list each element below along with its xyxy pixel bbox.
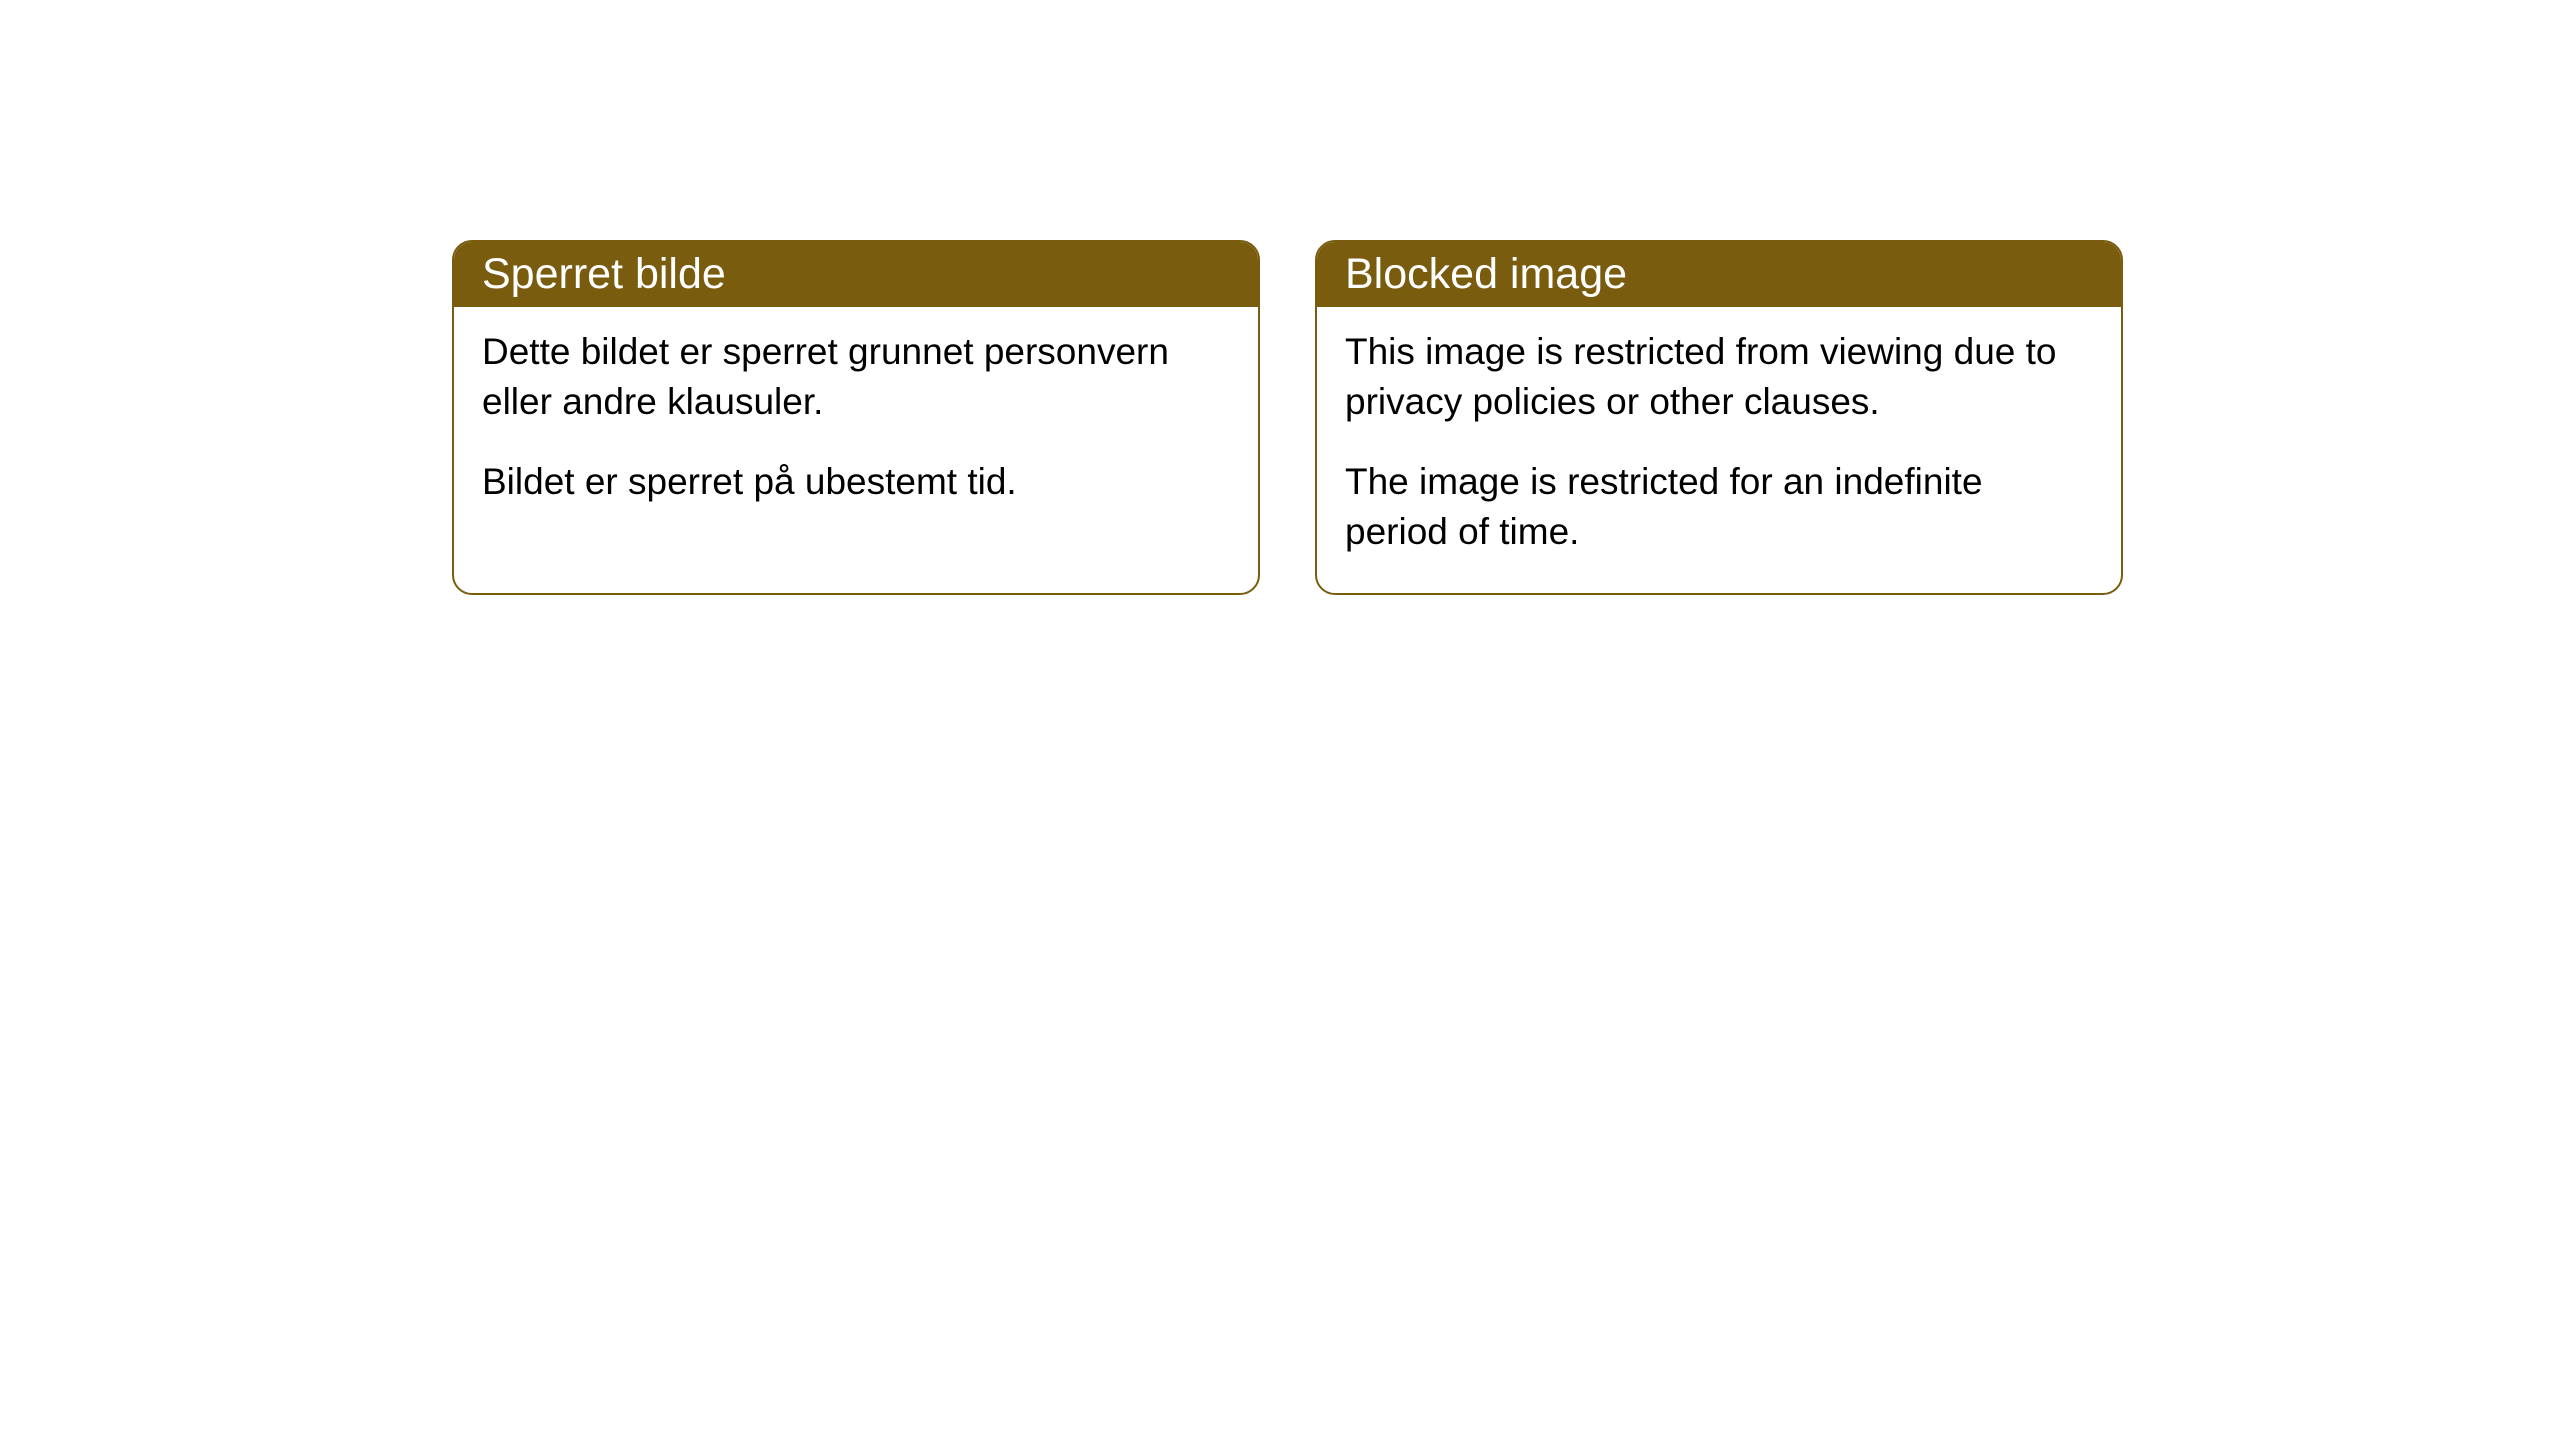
card-title: Sperret bilde (482, 250, 726, 298)
card-paragraph: This image is restricted from viewing du… (1345, 327, 2093, 427)
blocked-image-card-norwegian: Sperret bilde Dette bildet er sperret gr… (452, 240, 1260, 595)
cards-container: Sperret bilde Dette bildet er sperret gr… (452, 240, 2123, 595)
card-header: Blocked image (1317, 242, 2121, 307)
card-body: Dette bildet er sperret grunnet personve… (454, 307, 1258, 543)
card-paragraph: Bildet er sperret på ubestemt tid. (482, 457, 1230, 507)
blocked-image-card-english: Blocked image This image is restricted f… (1315, 240, 2123, 595)
card-paragraph: Dette bildet er sperret grunnet personve… (482, 327, 1230, 427)
card-title: Blocked image (1345, 250, 1627, 298)
card-body: This image is restricted from viewing du… (1317, 307, 2121, 593)
card-header: Sperret bilde (454, 242, 1258, 307)
card-paragraph: The image is restricted for an indefinit… (1345, 457, 2093, 557)
